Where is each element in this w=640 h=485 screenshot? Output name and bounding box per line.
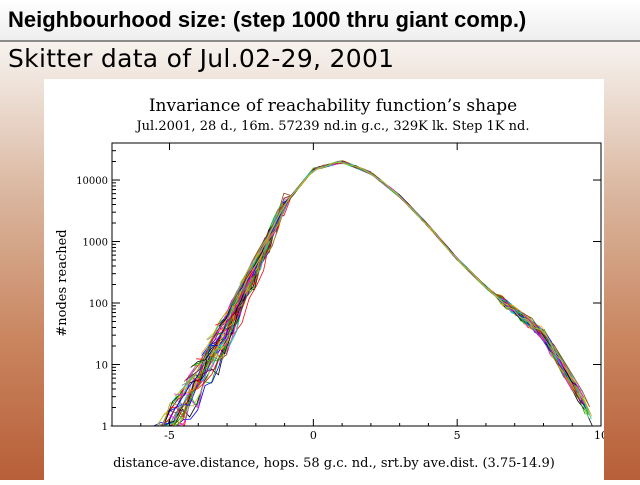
series-line xyxy=(144,160,577,427)
series-line xyxy=(118,160,580,427)
series-line xyxy=(203,160,585,399)
series-layer xyxy=(110,160,593,427)
series-line xyxy=(170,160,574,408)
series-line xyxy=(213,161,575,387)
axis-layer: -5 0 5 10 1 10 100 1000 10000 xyxy=(76,142,608,442)
series-line xyxy=(110,162,593,427)
series-line xyxy=(162,161,581,427)
series-line xyxy=(165,160,583,422)
y-tick-label: 1 xyxy=(102,422,108,433)
series-line xyxy=(223,162,585,398)
chart-svg: Invariance of reachability function’s sh… xyxy=(55,96,608,471)
chart-panel: Invariance of reachability function’s sh… xyxy=(44,79,608,480)
slide-subtitle: Skitter data of Jul.02-29, 2001 xyxy=(8,44,395,73)
series-line xyxy=(156,160,575,427)
series-line xyxy=(149,162,575,427)
y-tick-label: 1000 xyxy=(83,238,108,249)
series-line xyxy=(224,161,578,385)
x-tick-label: 0 xyxy=(310,429,317,442)
series-line xyxy=(215,162,568,369)
series-line xyxy=(146,160,572,427)
y-tick-label: 10 xyxy=(95,361,108,372)
chart-subtitle: Jul.2001, 28 d., 16m. 57239 nd.in g.c., … xyxy=(134,119,529,134)
series-line xyxy=(231,160,585,396)
series-line xyxy=(174,162,585,405)
series-line xyxy=(135,160,589,427)
x-axis-label: distance-ave.distance, hops. 58 g.c. nd.… xyxy=(113,456,555,471)
series-line xyxy=(206,161,588,404)
series-line xyxy=(185,161,568,381)
series-line xyxy=(229,161,576,383)
slide-title: Neighbourhood size: (step 1000 thru gian… xyxy=(8,7,527,32)
slide-title-bar: Neighbourhood size: (step 1000 thru gian… xyxy=(0,0,640,42)
series-line xyxy=(146,161,579,427)
series-line xyxy=(140,161,579,427)
y-axis-label: #nodes reached xyxy=(55,229,70,336)
series-line xyxy=(181,162,585,402)
series-line xyxy=(190,161,566,370)
series-line xyxy=(152,162,592,427)
chart-title: Invariance of reachability function’s sh… xyxy=(149,96,517,116)
series-line xyxy=(170,161,589,416)
y-tick-label: 10000 xyxy=(76,176,108,187)
y-tick-label: 100 xyxy=(89,299,108,310)
series-line xyxy=(174,162,593,417)
series-line xyxy=(168,161,586,413)
x-tick-label: 5 xyxy=(454,429,461,442)
series-line xyxy=(239,162,564,363)
series-line xyxy=(155,161,588,427)
series-line xyxy=(173,162,591,415)
series-line xyxy=(212,160,580,392)
series-line xyxy=(162,162,574,427)
series-line xyxy=(154,161,587,427)
x-tick-label: 10 xyxy=(594,429,604,442)
series-line xyxy=(200,161,590,412)
x-tick-label: -5 xyxy=(164,429,175,442)
